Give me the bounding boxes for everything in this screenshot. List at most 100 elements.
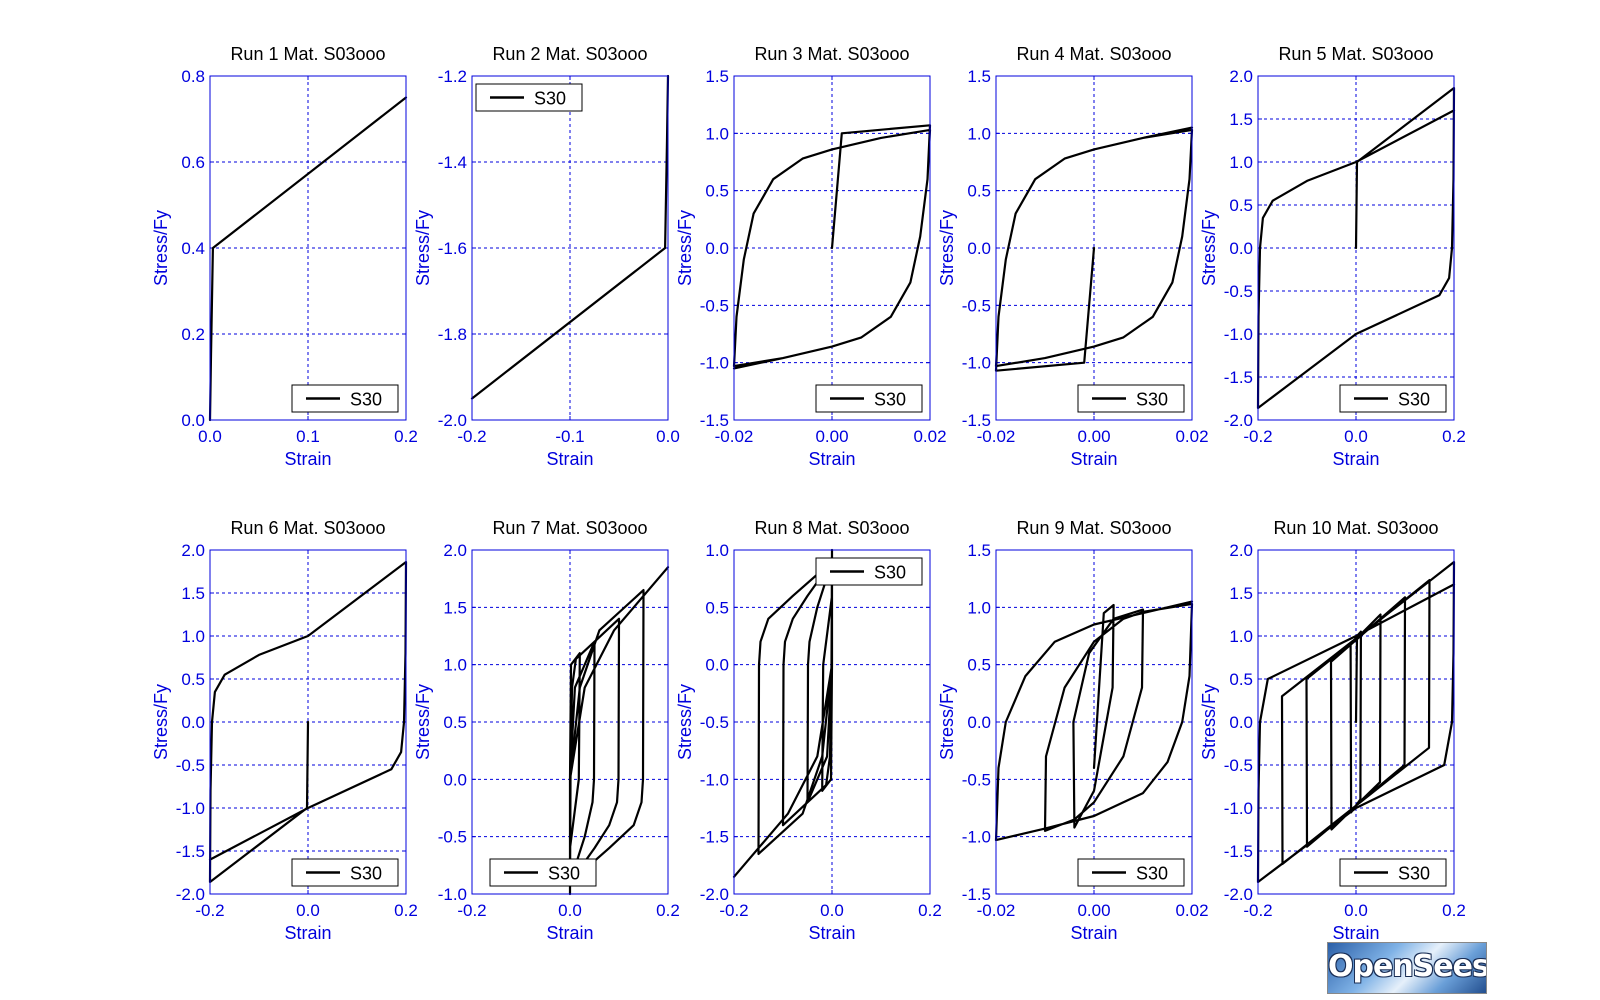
x-tick-label: 0.0 bbox=[296, 901, 320, 920]
y-axis-label: Stress/Fy bbox=[1199, 210, 1219, 286]
x-tick-label: -0.1 bbox=[555, 427, 584, 446]
legend-label: S30 bbox=[874, 563, 906, 583]
chart-panel-3: -0.02 0.00 0.02 -1.5 -1.0 -0.5 0.0 0.5 1.0 1.5 Str… bbox=[675, 44, 947, 469]
x-axis-label: Strain bbox=[1070, 449, 1117, 469]
plot-frame bbox=[209, 549, 407, 895]
chart-panel-8: -0.2 0.0 0.2 -2.0 -1.5 -1.0 -0.5 0.0 0.5 1.0 Strai… bbox=[675, 518, 942, 943]
series-line-s30 bbox=[994, 126, 1194, 372]
y-axis-label: Stress/Fy bbox=[675, 684, 695, 760]
y-tick-label: -0.5 bbox=[1224, 756, 1253, 775]
y-tick-label: 0.2 bbox=[181, 325, 205, 344]
y-tick-label: -1.5 bbox=[700, 411, 729, 430]
y-tick-label: 2.0 bbox=[443, 541, 467, 560]
logo-text: OpenSees bbox=[1328, 949, 1487, 984]
x-tick-label: -0.02 bbox=[715, 427, 754, 446]
chart-title: Run 5 Mat. S03ooo bbox=[1278, 44, 1433, 64]
legend-label: S30 bbox=[1136, 864, 1168, 884]
y-tick-label: -1.5 bbox=[962, 411, 991, 430]
chart-title: Run 7 Mat. S03ooo bbox=[492, 518, 647, 538]
x-tick-label: 0.1 bbox=[296, 427, 320, 446]
series-line-s30 bbox=[994, 600, 1194, 842]
x-tick-label: 0.00 bbox=[815, 427, 848, 446]
plot-frame bbox=[471, 549, 669, 895]
chart-title: Run 8 Mat. S03ooo bbox=[754, 518, 909, 538]
y-tick-label: 0.4 bbox=[181, 239, 205, 258]
x-tick-label: 0.00 bbox=[1077, 901, 1110, 920]
chart-panel-1: 0.0 0.1 0.2 0.0 0.2 0.4 0.6 0.8 Strain Stress/Fy R… bbox=[151, 44, 418, 469]
y-axis-label: Stress/Fy bbox=[937, 684, 957, 760]
x-axis-label: Strain bbox=[546, 449, 593, 469]
y-tick-label: -2.0 bbox=[1224, 885, 1253, 904]
x-axis-label: Strain bbox=[1332, 449, 1379, 469]
y-tick-label: 2.0 bbox=[181, 541, 205, 560]
chart-panel-5: -0.2 0.0 0.2 -2.0 -1.5 -1.0 -0.5 0.0 0.5 1.0 1.5 2.… bbox=[1199, 44, 1466, 469]
legend-label: S30 bbox=[350, 390, 382, 410]
x-tick-label: -0.2 bbox=[719, 901, 748, 920]
x-tick-label: 0.2 bbox=[394, 901, 418, 920]
x-tick-label: 0.0 bbox=[198, 427, 222, 446]
y-tick-label: 1.0 bbox=[967, 124, 991, 143]
legend: S30 bbox=[489, 858, 597, 887]
y-tick-label: -1.0 bbox=[1224, 325, 1253, 344]
x-axis-label: Strain bbox=[284, 449, 331, 469]
y-tick-label: -0.5 bbox=[176, 756, 205, 775]
plot-frame bbox=[733, 75, 931, 421]
plot-frame bbox=[209, 75, 407, 421]
chart-panel-4: -0.02 0.00 0.02 -1.5 -1.0 -0.5 0.0 0.5 1.0 1.5 Str… bbox=[937, 44, 1209, 469]
chart-title: Run 6 Mat. S03ooo bbox=[230, 518, 385, 538]
y-tick-label: -0.5 bbox=[438, 828, 467, 847]
chart-title: Run 10 Mat. S03ooo bbox=[1273, 518, 1438, 538]
x-tick-label: 0.0 bbox=[1344, 901, 1368, 920]
legend-label: S30 bbox=[874, 390, 906, 410]
y-tick-label: -1.0 bbox=[438, 885, 467, 904]
y-axis-label: Stress/Fy bbox=[675, 210, 695, 286]
legend-label: S30 bbox=[350, 864, 382, 884]
chart-title: Run 4 Mat. S03ooo bbox=[1016, 44, 1171, 64]
y-tick-label: 0.5 bbox=[1229, 670, 1253, 689]
y-tick-label: 1.0 bbox=[1229, 627, 1253, 646]
chart-panel-2: -0.2 -0.1 0.0 -2.0 -1.8 -1.6 -1.4 -1.2 Strain Str… bbox=[413, 44, 680, 469]
y-tick-label: 0.0 bbox=[443, 770, 467, 789]
y-axis-label: Stress/Fy bbox=[413, 684, 433, 760]
x-axis-label: Strain bbox=[1332, 923, 1379, 943]
y-tick-label: 0.5 bbox=[181, 670, 205, 689]
x-tick-label: 0.2 bbox=[394, 427, 418, 446]
y-tick-label: -1.0 bbox=[176, 799, 205, 818]
y-tick-label: 0.6 bbox=[181, 153, 205, 172]
series-line-s30 bbox=[732, 124, 932, 370]
y-tick-label: -2.0 bbox=[438, 411, 467, 430]
y-tick-label: 1.5 bbox=[967, 541, 991, 560]
x-tick-label: -0.2 bbox=[457, 427, 486, 446]
y-tick-label: -1.5 bbox=[1224, 842, 1253, 861]
legend: S30 bbox=[291, 858, 399, 887]
y-tick-label: -0.5 bbox=[962, 296, 991, 315]
chart-panel-6: -0.2 0.0 0.2 -2.0 -1.5 -1.0 -0.5 0.0 0.5 1.0 1.5 2.… bbox=[151, 518, 418, 943]
y-tick-label: 0.5 bbox=[705, 598, 729, 617]
legend: S30 bbox=[815, 557, 923, 586]
y-axis-label: Stress/Fy bbox=[413, 210, 433, 286]
y-tick-label: 0.0 bbox=[967, 713, 991, 732]
x-axis-label: Strain bbox=[284, 923, 331, 943]
y-tick-label: 1.5 bbox=[705, 67, 729, 86]
x-tick-label: 0.0 bbox=[1344, 427, 1368, 446]
x-axis-label: Strain bbox=[546, 923, 593, 943]
legend: S30 bbox=[291, 384, 399, 413]
y-tick-label: -1.8 bbox=[438, 325, 467, 344]
x-tick-label: -0.2 bbox=[1243, 901, 1272, 920]
y-tick-label: 0.0 bbox=[705, 239, 729, 258]
y-tick-label: 1.5 bbox=[181, 584, 205, 603]
y-tick-label: 0.5 bbox=[705, 182, 729, 201]
y-tick-label: 1.0 bbox=[443, 656, 467, 675]
legend-label: S30 bbox=[1398, 390, 1430, 410]
y-tick-label: -1.0 bbox=[700, 770, 729, 789]
x-axis-label: Strain bbox=[808, 449, 855, 469]
y-tick-label: 1.0 bbox=[705, 124, 729, 143]
y-tick-label: 0.0 bbox=[967, 239, 991, 258]
y-tick-label: -1.0 bbox=[962, 828, 991, 847]
legend: S30 bbox=[815, 384, 923, 413]
y-axis-label: Stress/Fy bbox=[151, 210, 171, 286]
y-tick-label: -0.5 bbox=[1224, 282, 1253, 301]
y-tick-label: 0.5 bbox=[443, 713, 467, 732]
x-tick-label: -0.02 bbox=[977, 427, 1016, 446]
y-tick-label: -1.6 bbox=[438, 239, 467, 258]
